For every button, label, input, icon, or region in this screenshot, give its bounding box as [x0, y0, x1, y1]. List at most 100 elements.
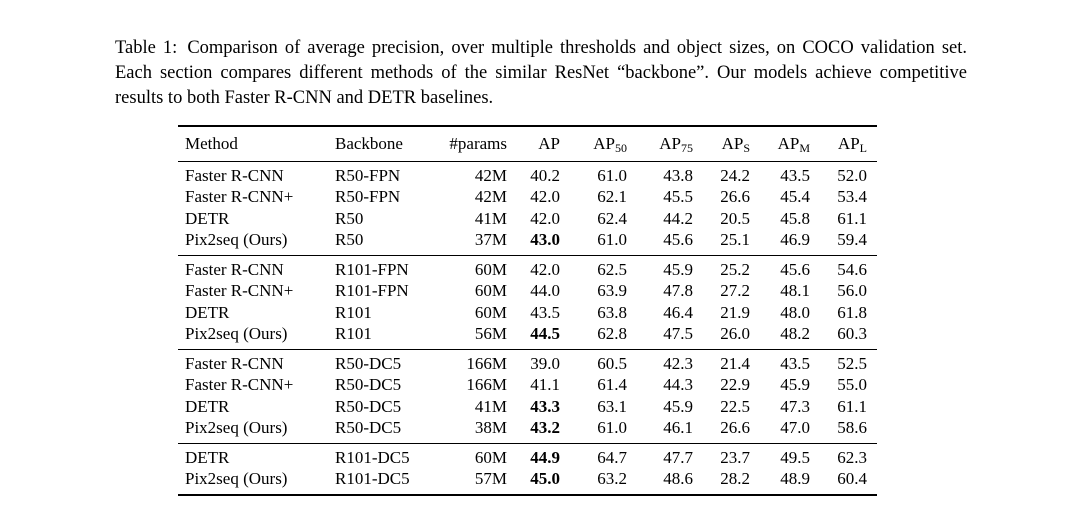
cell-params: 60M: [474, 281, 507, 300]
cell-ap: 40.2: [530, 165, 560, 185]
cell-ap50: 63.8: [597, 302, 627, 322]
cell-backbone: R50: [335, 230, 364, 249]
cell-method: DETR: [185, 302, 230, 322]
cell-method: Pix2seq (Ours): [185, 418, 288, 437]
cell-backbone: R50-DC5: [335, 375, 402, 394]
cell-backbone: R50-DC5: [335, 396, 402, 416]
cell-backbone: R50-DC5: [335, 418, 402, 437]
cell-ap: 42.0: [530, 259, 560, 279]
cell-ap-l: 55.0: [837, 375, 867, 394]
cell-method: Faster R-CNN+: [185, 187, 294, 206]
cell-ap: 45.0: [530, 469, 560, 488]
cell-ap-m: 47.0: [780, 418, 810, 437]
table-row: DETR R50-DC5 41M 43.3 63.1 45.9 22.5 47.3 61.1: [178, 396, 877, 418]
cell-ap-l: 52.5: [837, 353, 867, 373]
cell-ap50: 62.4: [597, 208, 627, 228]
table-row: Pix2seq (Ours) R50-DC5 38M 43.2 61.0 46.1 26.6…: [178, 417, 877, 443]
cell-method: Pix2seq (Ours): [185, 469, 288, 488]
cell-method: Faster R-CNN: [185, 165, 284, 185]
cell-ap75: 46.4: [663, 302, 693, 322]
cell-ap75: 44.2: [663, 208, 693, 228]
cell-ap50: 64.7: [597, 447, 627, 467]
cell-ap-s: 22.5: [720, 396, 750, 416]
cell-ap-m: 49.5: [780, 447, 810, 467]
cell-backbone: R101-FPN: [335, 259, 409, 279]
cell-ap50: 62.5: [597, 259, 627, 279]
cell-params: 42M: [474, 165, 507, 185]
cell-ap75: 45.5: [663, 187, 693, 206]
cell-ap-m: 48.9: [780, 469, 810, 488]
cell-ap: 43.0: [530, 230, 560, 249]
cell-ap75: 45.9: [663, 259, 693, 279]
column-header-params: #params: [449, 133, 507, 153]
table-header-row: Method Backbone #params AP AP50 AP75 APS APM APL: [178, 126, 877, 161]
cell-ap-m: 45.9: [780, 375, 810, 394]
cell-method: Faster R-CNN+: [185, 375, 294, 394]
table-header-group: Method Backbone #params AP AP50 AP75 APS APM APL: [178, 126, 877, 161]
cell-ap-l: 52.0: [837, 165, 867, 185]
caption-label: Table 1:: [115, 38, 185, 58]
cell-ap-s: 26.0: [720, 324, 750, 343]
column-header-subscript: L: [859, 140, 867, 155]
cell-ap75: 46.1: [663, 418, 693, 437]
table-row: Faster R-CNN R50-DC5 166M 39.0 60.5 42.3 21.4 4…: [178, 349, 877, 374]
cell-ap: 44.9: [530, 447, 560, 467]
cell-ap: 43.2: [530, 418, 560, 437]
cell-ap: 44.5: [530, 324, 560, 343]
cell-ap-m: 48.0: [780, 302, 810, 322]
column-header-subscript: S: [743, 140, 750, 155]
cell-params: 57M: [474, 469, 507, 488]
cell-ap-s: 21.9: [720, 302, 750, 322]
table-section-1: Faster R-CNN R50-FPN 42M 40.2 61.0 43.8 24.2 43…: [178, 161, 877, 255]
cell-ap75: 48.6: [663, 469, 693, 488]
cell-method: Pix2seq (Ours): [185, 230, 288, 249]
cell-ap-m: 45.4: [780, 187, 810, 206]
cell-ap: 43.3: [530, 396, 560, 416]
cell-ap-m: 48.1: [780, 281, 810, 300]
cell-ap: 43.5: [530, 302, 560, 322]
cell-ap-l: 61.1: [837, 396, 867, 416]
column-header-subscript: 50: [615, 140, 627, 155]
cell-ap50: 63.2: [597, 469, 627, 488]
cell-ap50: 63.9: [597, 281, 627, 300]
table-row: Faster R-CNN+ R50-DC5 166M 41.1 61.4 44.3 22.9…: [178, 374, 877, 396]
cell-params: 41M: [474, 208, 507, 228]
cell-ap-l: 56.0: [837, 281, 867, 300]
cell-ap75: 43.8: [663, 165, 693, 185]
cell-backbone: R50-DC5: [335, 353, 402, 373]
cell-method: Faster R-CNN: [185, 353, 284, 373]
cell-ap-s: 28.2: [720, 469, 750, 488]
column-header-ap: AP: [538, 133, 560, 153]
cell-ap75: 44.3: [663, 375, 693, 394]
table-row: DETR R101 60M 43.5 63.8 46.4 21.9 48.0 61.8: [178, 302, 877, 324]
cell-ap-s: 20.5: [720, 208, 750, 228]
cell-ap-s: 27.2: [720, 281, 750, 300]
table-row: Pix2seq (Ours) R101 56M 44.5 62.8 47.5 26.0 48.…: [178, 323, 877, 349]
table-section-4: DETR R101-DC5 60M 44.9 64.7 47.7 23.7 49.5 62.3 P…: [178, 443, 877, 495]
cell-ap50: 63.1: [597, 396, 627, 416]
cell-ap-m: 48.2: [780, 324, 810, 343]
cell-ap-s: 25.2: [720, 259, 750, 279]
cell-method: DETR: [185, 396, 230, 416]
cell-backbone: R101-FPN: [335, 281, 409, 300]
cell-ap-l: 62.3: [837, 447, 867, 467]
cell-params: 166M: [466, 375, 507, 394]
cell-ap-s: 26.6: [720, 187, 750, 206]
cell-params: 42M: [474, 187, 507, 206]
table-section-3: Faster R-CNN R50-DC5 166M 39.0 60.5 42.3 21.4 4…: [178, 349, 877, 443]
cell-params: 60M: [474, 447, 507, 467]
table-row: DETR R50 41M 42.0 62.4 44.2 20.5 45.8 61.1: [178, 208, 877, 230]
table-row: Faster R-CNN R50-FPN 42M 40.2 61.0 43.8 24.2 43…: [178, 161, 877, 186]
cell-ap75: 47.5: [663, 324, 693, 343]
cell-ap-l: 59.4: [837, 230, 867, 249]
cell-ap-m: 43.5: [780, 165, 810, 185]
cell-ap-l: 60.4: [837, 469, 867, 488]
cell-ap-m: 45.6: [780, 259, 810, 279]
cell-backbone: R101: [335, 324, 372, 343]
table-row: Faster R-CNN+ R101-FPN 60M 44.0 63.9 47.8 27.2…: [178, 280, 877, 302]
cell-method: DETR: [185, 447, 230, 467]
cell-params: 37M: [474, 230, 507, 249]
table-row: Faster R-CNN R101-FPN 60M 42.0 62.5 45.9 25.2 4…: [178, 255, 877, 280]
column-header-subscript: 75: [681, 140, 693, 155]
